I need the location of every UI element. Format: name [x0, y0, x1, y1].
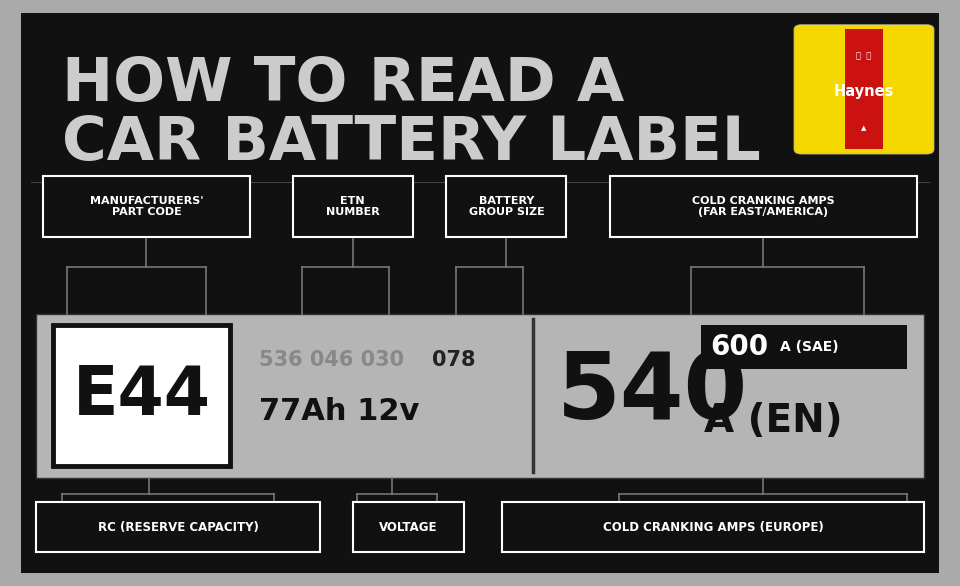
Text: 078: 078	[432, 350, 475, 370]
Bar	[293, 176, 413, 237]
Text: BATTERY
GROUP SIZE: BATTERY GROUP SIZE	[468, 196, 544, 217]
Bar	[610, 176, 917, 237]
Text: 540: 540	[557, 347, 748, 438]
Text: COLD CRANKING AMPS
(FAR EAST/AMERICA): COLD CRANKING AMPS (FAR EAST/AMERICA)	[692, 196, 834, 217]
Bar	[845, 29, 883, 149]
Text: A (SAE): A (SAE)	[780, 340, 839, 354]
Text: ETN
NUMBER: ETN NUMBER	[326, 196, 379, 217]
Bar	[36, 502, 320, 552]
Bar	[43, 176, 250, 237]
Text: MANUFACTURERS'
PART CODE: MANUFACTURERS' PART CODE	[89, 196, 204, 217]
FancyBboxPatch shape	[794, 25, 934, 154]
Text: Haynes: Haynes	[834, 84, 894, 99]
Text: HOW TO READ A: HOW TO READ A	[62, 56, 625, 114]
Bar	[353, 502, 464, 552]
Text: COLD CRANKING AMPS (EUROPE): COLD CRANKING AMPS (EUROPE)	[603, 520, 824, 534]
Text: A (EN): A (EN)	[704, 402, 842, 440]
Bar	[53, 325, 230, 466]
Text: 536 046 030: 536 046 030	[259, 350, 404, 370]
Bar	[701, 325, 907, 369]
Bar	[36, 314, 924, 478]
Text: 〔  〕: 〔 〕	[856, 51, 872, 60]
Text: RC (RESERVE CAPACITY): RC (RESERVE CAPACITY)	[98, 520, 258, 534]
Text: E44: E44	[73, 363, 210, 428]
Bar	[446, 176, 566, 237]
Text: CAR BATTERY LABEL: CAR BATTERY LABEL	[62, 114, 761, 173]
Text: ▲: ▲	[861, 125, 867, 131]
Text: 77Ah 12v: 77Ah 12v	[259, 397, 420, 426]
Bar	[502, 502, 924, 552]
Text: 600: 600	[710, 333, 769, 361]
Text: VOLTAGE: VOLTAGE	[379, 520, 438, 534]
